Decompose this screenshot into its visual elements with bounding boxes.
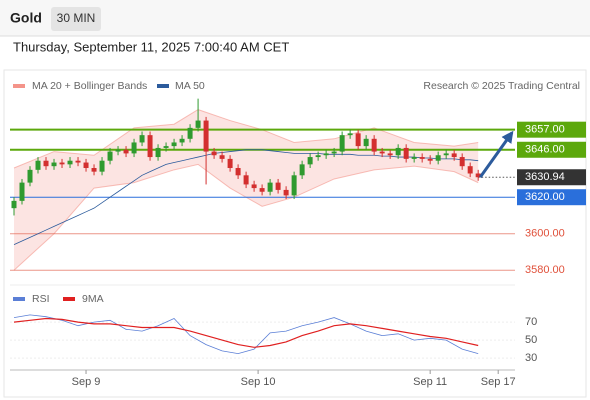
legend-label: MA 50 xyxy=(175,80,205,92)
candle-body xyxy=(315,155,321,158)
level-label: 3657.00 xyxy=(525,124,565,136)
candle-body xyxy=(19,182,25,201)
candle-body xyxy=(171,142,177,147)
level-box xyxy=(517,169,586,186)
candle-body xyxy=(411,157,417,159)
candle-body xyxy=(403,147,409,159)
x-tick-label: Sep 9 xyxy=(72,376,101,388)
level-label: 3630.94 xyxy=(525,171,565,183)
legend-label: RSI xyxy=(32,293,50,305)
candle-body xyxy=(323,153,329,156)
candle-body xyxy=(107,151,113,161)
legend-label: 9MA xyxy=(82,293,104,305)
level-label: 3600.00 xyxy=(525,228,565,240)
candle-body xyxy=(339,135,345,152)
candle-body xyxy=(275,182,281,190)
candle-body xyxy=(419,157,425,159)
ma-line xyxy=(13,149,479,246)
legend-label: MA 20 + Bollinger Bands xyxy=(32,80,147,92)
rsi-line xyxy=(13,314,479,355)
candle-body xyxy=(139,135,145,143)
y-tick-label: 50 xyxy=(525,334,537,346)
candle-body xyxy=(251,184,257,189)
candle-body xyxy=(163,146,169,148)
candle-body xyxy=(283,189,289,196)
candle-body xyxy=(115,149,121,152)
credit: Research © 2025 Trading Central xyxy=(423,80,580,92)
legend-swatch xyxy=(157,84,169,88)
candle-body xyxy=(459,157,465,167)
candle-body xyxy=(203,120,209,152)
candle-body xyxy=(451,153,457,158)
level-label: 3620.00 xyxy=(525,191,565,203)
level-box xyxy=(517,121,586,138)
candle-body xyxy=(195,120,201,128)
candle-body xyxy=(131,142,137,154)
level-label: 3580.00 xyxy=(525,264,565,276)
interval-button[interactable] xyxy=(51,7,101,31)
candle-body xyxy=(387,153,393,156)
candle-body xyxy=(67,160,73,165)
candle-body xyxy=(155,147,161,158)
x-tick-label: Sep 10 xyxy=(241,376,276,388)
x-tick-label: Sep 17 xyxy=(481,376,516,388)
candle-body xyxy=(211,151,217,156)
candle-body xyxy=(43,160,49,167)
level-box xyxy=(517,141,586,158)
x-tick-label: Sep 11 xyxy=(413,376,447,388)
candle-body xyxy=(435,155,441,161)
candle-body xyxy=(371,138,377,152)
candle-body xyxy=(363,138,369,147)
legend-swatch xyxy=(13,297,25,301)
forecast-arrow xyxy=(478,130,514,179)
candle-body xyxy=(259,188,265,192)
candle-body xyxy=(299,164,305,176)
candle-body xyxy=(235,168,241,176)
candle-body xyxy=(219,155,225,159)
candle-body xyxy=(187,127,193,139)
candle-body xyxy=(75,160,81,163)
candle-body xyxy=(91,168,97,172)
chart-frame xyxy=(3,69,587,398)
candle-body xyxy=(83,162,89,169)
candle-body xyxy=(291,175,297,196)
level-label: 3646.00 xyxy=(525,144,565,156)
candle-body xyxy=(331,151,337,154)
subtitle: Thursday, September 11, 2025 7:00:40 AM … xyxy=(13,39,289,54)
candle-body xyxy=(347,133,353,136)
y-tick-label: 30 xyxy=(525,352,537,364)
candle-body xyxy=(427,158,433,161)
candle-body xyxy=(307,157,313,165)
candle-body xyxy=(59,162,65,165)
symbol: Gold xyxy=(10,10,42,26)
candle-body xyxy=(123,149,129,154)
level-box xyxy=(517,189,586,206)
candle-body xyxy=(227,158,233,169)
candle-body xyxy=(27,169,33,183)
candle-body xyxy=(267,182,273,192)
candle-body xyxy=(11,200,17,209)
candle-body xyxy=(147,135,153,158)
candle-body xyxy=(99,160,105,172)
candle-body xyxy=(395,147,401,156)
interval-label[interactable]: 30 MIN xyxy=(57,11,96,25)
candle-body xyxy=(35,160,41,170)
rsi-line xyxy=(13,317,479,348)
y-tick-label: 70 xyxy=(525,316,537,328)
candle-body xyxy=(467,166,473,174)
candle-body xyxy=(379,151,385,154)
candle-body xyxy=(51,162,57,167)
candle-body xyxy=(179,138,185,143)
candle-body xyxy=(243,175,249,185)
candle-body xyxy=(475,173,481,178)
candle-body xyxy=(443,153,449,156)
candle-body xyxy=(355,133,361,147)
legend-swatch xyxy=(13,84,25,88)
legend-swatch xyxy=(63,297,75,301)
